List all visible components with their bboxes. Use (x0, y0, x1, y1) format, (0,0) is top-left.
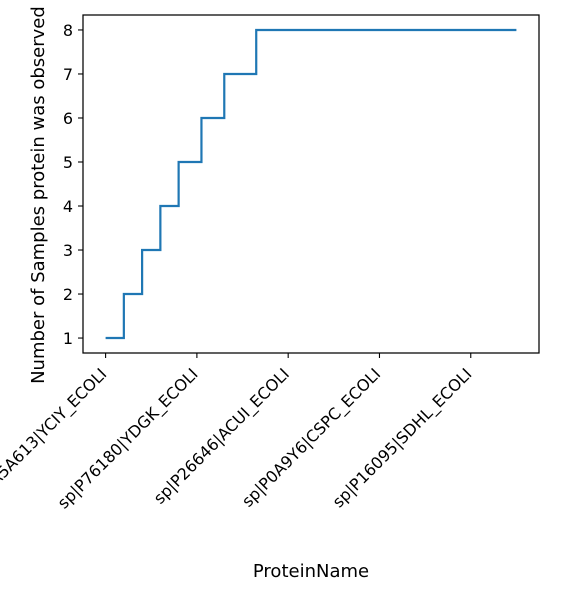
y-axis: 1 2 3 4 5 6 7 8 (63, 21, 83, 348)
y-tick-label: 1 (63, 329, 73, 348)
y-tick-label: 2 (63, 285, 73, 304)
y-tick-label: 3 (63, 241, 73, 260)
x-axis: sp|A5A613|YCIY_ECOLIsp|P76180|YDGK_ECOLI… (0, 353, 476, 513)
y-axis-label: Number of Samples protein was observed i… (28, 0, 49, 384)
y-tick-label: 4 (63, 197, 73, 216)
y-tick-label: 8 (63, 21, 73, 40)
plot-area (105, 28, 517, 340)
series-line (105, 28, 517, 340)
x-tick-label: sp|A5A613|YCIY_ECOLI (0, 364, 111, 507)
y-tick-label: 6 (63, 109, 73, 128)
x-axis-label: ProteinName (253, 561, 369, 582)
y-tick-label: 5 (63, 153, 73, 172)
y-tick-label: 7 (63, 65, 73, 84)
axes-frame (82, 14, 540, 354)
